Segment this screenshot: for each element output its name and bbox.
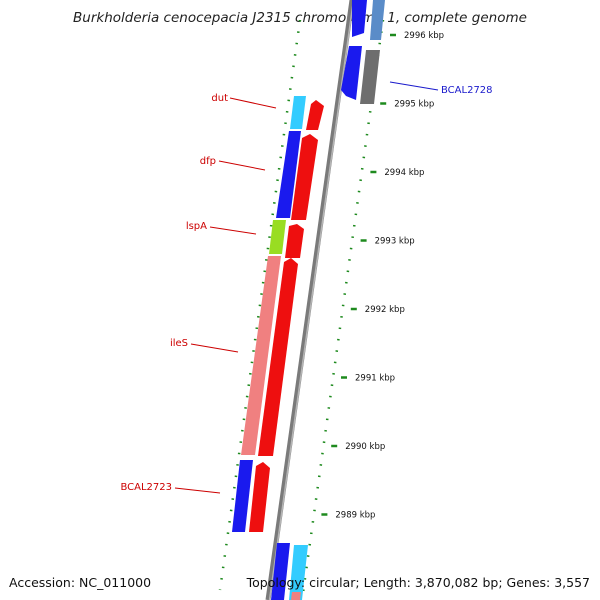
inner-gene-track [232,0,385,600]
gene-label-bcal2728[interactable]: BCAL2728 [441,85,493,96]
outer-ruler [218,19,385,600]
gene-label-dut[interactable]: dut [211,93,228,104]
gene-label-lspa[interactable]: lspA [186,221,207,232]
gene-dfp-red[interactable] [291,134,318,220]
gene-dut-red[interactable] [306,100,324,130]
scale-tick-label: 2990 kbp [345,442,385,452]
map-title: Burkholderia cenocepacia J2315 chromosom… [73,10,527,26]
accession-label: Accession: NC_011000 [9,575,152,590]
scale-tick-label: 2996 kbp [404,31,444,41]
label-leader-bcal2723 [174,487,221,494]
scale-tick-label: 2989 kbp [335,511,375,521]
label-leader-dut [229,97,277,109]
label-leader-lspa [209,226,257,235]
gene-lspA-green[interactable] [269,220,286,254]
gene-bcal2728-blue[interactable] [341,46,362,100]
gene-bcal2723-red[interactable] [249,462,270,532]
scale-ticks: 2996 kbp 2995 kbp 2994 kbp 2993 kbp 2992 kbp… [321,31,444,521]
gene-dfp-blue[interactable] [276,131,301,218]
gene-labels: dut dfp lspA ileS BCAL2723 BCAL2728 [120,81,493,494]
gene-label-iles[interactable]: ileS [170,338,188,349]
label-leader-dfp [218,160,266,171]
scale-tick-label: 2995 kbp [394,100,434,110]
gene-label-dfp[interactable]: dfp [200,156,216,167]
gene-bottom-cyan[interactable] [289,545,308,600]
scale-tick-label: 2993 kbp [375,237,415,247]
gene-bcal2723-blue[interactable] [232,460,253,532]
gene-label-bcal2723[interactable]: BCAL2723 [120,482,172,493]
backbone [265,0,355,600]
topology-label: Topology: circular; Length: 3,870,082 bp… [246,575,590,590]
gene-ileS-pink[interactable] [241,256,281,455]
gene-lspA-red[interactable] [285,224,304,258]
scale-tick-label: 2992 kbp [365,305,405,315]
label-leader-iles [190,343,239,353]
gene-top-blue[interactable] [352,0,367,37]
label-leader-bcal2728 [389,81,439,91]
gene-bcal2728-grey[interactable] [360,50,380,104]
gene-bottom-pink[interactable] [291,592,301,600]
gene-top-steelblue[interactable] [370,0,385,40]
gene-ileS-red[interactable] [258,258,298,456]
scale-tick-label: 2994 kbp [384,168,424,178]
scale-tick-label: 2991 kbp [355,374,395,384]
gene-dut-cyan[interactable] [290,96,306,129]
gene-bottom-blue[interactable] [271,543,290,600]
